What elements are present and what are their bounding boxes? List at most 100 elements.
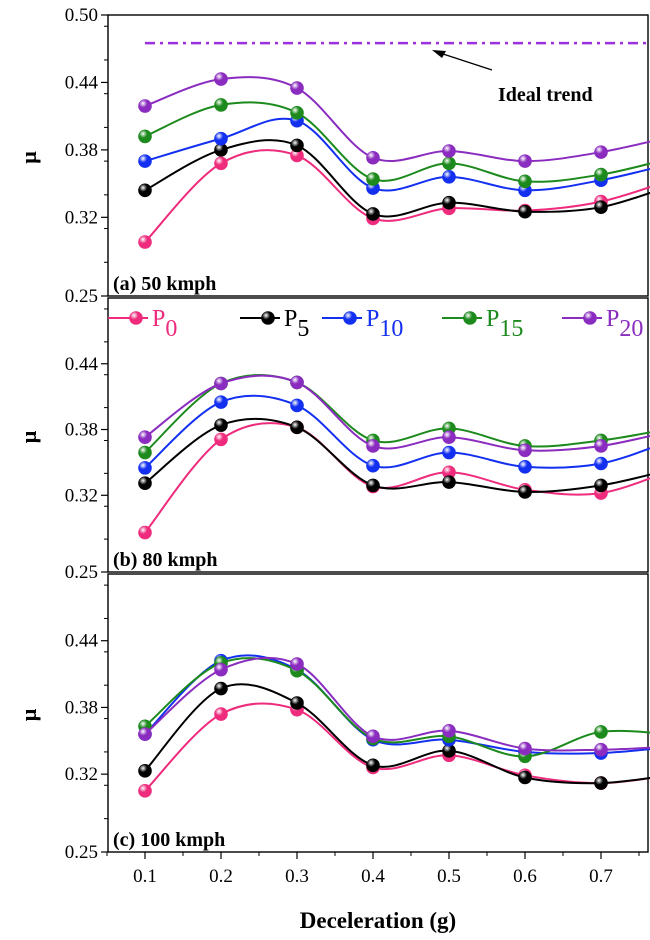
panel-title: (a) 50 kmph: [113, 273, 216, 295]
panel-frame: [107, 14, 649, 297]
data-point-p0: [214, 432, 228, 447]
series-p10: [138, 113, 650, 198]
data-point-p20: [518, 741, 532, 756]
y-tick-label: 0.32: [65, 207, 98, 228]
data-point-p0: [214, 156, 228, 171]
annotation-arrow: [439, 52, 493, 71]
series-p20: [138, 656, 650, 757]
data-point-p0: [214, 707, 228, 721]
panel-frame: [107, 573, 649, 853]
panel-title: (b) 80 kmph: [113, 549, 217, 571]
data-point-p10: [138, 461, 152, 475]
panel-2: 0.25 0.32 0.38 0.44 μ (b) 80 kmph: [16, 297, 650, 583]
data-point-p20: [290, 375, 304, 390]
data-point-p5: [366, 758, 380, 773]
y-tick-label: 0.38: [65, 140, 98, 161]
legend-item-p20: P20: [562, 306, 643, 342]
data-point-p20: [518, 443, 532, 458]
data-point-p0: [138, 235, 152, 249]
data-point-p5: [138, 476, 152, 491]
legend-marker: [583, 311, 597, 325]
x-tick-label: 0.1: [133, 866, 157, 887]
y-tick-label: 0.38: [65, 420, 98, 441]
data-point-p5: [290, 696, 304, 710]
data-point-p20: [366, 729, 380, 744]
data-point-p20: [138, 430, 152, 444]
data-point-p15: [138, 445, 152, 460]
data-point-p15: [442, 156, 456, 171]
data-point-p10: [138, 154, 152, 168]
x-tick-label: 0.4: [361, 866, 385, 887]
data-point-p0: [138, 784, 152, 798]
series-p20: [138, 374, 650, 458]
x-axis-label: Deceleration (g): [300, 908, 456, 933]
data-point-p5: [518, 204, 532, 219]
series-p15: [138, 98, 650, 189]
series-p5: [138, 681, 650, 790]
data-point-p20: [138, 727, 152, 741]
legend: P0 P5 P10 P15 P20: [108, 306, 643, 342]
y-axis-label: μ: [16, 708, 41, 721]
data-point-p10: [442, 170, 456, 184]
y-tick-label: 0.25: [65, 286, 98, 307]
legend-marker: [463, 311, 477, 325]
data-point-p15: [214, 98, 228, 112]
y-tick-label: 0.25: [65, 562, 98, 583]
series-p15: [138, 374, 650, 460]
data-point-p5: [442, 195, 456, 210]
y-tick-label: 0.32: [65, 485, 98, 506]
legend-label: P5: [284, 306, 309, 342]
panel-frame: [107, 297, 649, 573]
x-tick-label: 0.6: [513, 866, 537, 887]
series-p0: [138, 148, 650, 249]
data-point-p5: [442, 475, 456, 489]
data-point-p20: [518, 154, 532, 168]
y-tick-label: 0.25: [65, 842, 98, 863]
series-line-p10: [144, 117, 650, 192]
legend-marker: [261, 311, 275, 325]
ideal-trend-annotation: Ideal trend: [498, 84, 593, 106]
data-point-p5: [518, 770, 532, 785]
legend-label: P15: [486, 306, 523, 342]
panel-3: 0.25 0.32 0.38 0.44 μ (c) 100 kmph: [16, 573, 650, 863]
data-point-p15: [594, 725, 608, 739]
legend-item-p0: P0: [108, 306, 177, 342]
data-point-p10: [214, 131, 228, 146]
panel-1: 0.25 0.32 0.38 0.44 0.50 μ (a) 50 kmph Ideal tr…: [16, 5, 650, 307]
series-p20: [138, 72, 650, 168]
data-point-p5: [138, 183, 152, 198]
series-p10: [138, 394, 650, 475]
y-tick-label: 0.32: [65, 764, 98, 785]
data-point-p10: [518, 459, 532, 474]
data-point-p20: [214, 72, 228, 86]
y-tick-label: 0.38: [65, 697, 98, 718]
legend-label: P10: [366, 306, 403, 342]
y-tick-label: 0.44: [65, 631, 99, 652]
data-point-p20: [214, 376, 228, 391]
y-axis-label: μ: [16, 430, 41, 443]
legend-item-p10: P10: [322, 306, 403, 342]
legend-label: P0: [152, 306, 177, 342]
y-tick-label: 0.50: [65, 5, 98, 26]
legend-item-p5: P5: [240, 306, 309, 342]
data-point-p5: [594, 478, 608, 493]
data-point-p5: [366, 478, 380, 493]
data-point-p15: [366, 172, 380, 186]
data-point-p10: [594, 456, 608, 471]
data-point-p20: [214, 662, 228, 677]
annotation-arrowhead: [432, 50, 446, 58]
series-p5: [138, 138, 650, 221]
chart-panels: 0.25 0.32 0.38 0.44 0.50 μ (a) 50 kmph Ideal tr…: [16, 5, 650, 863]
data-point-p10: [214, 395, 228, 409]
x-tick-label: 0.7: [589, 866, 613, 887]
data-point-p20: [366, 150, 380, 165]
data-point-p20: [442, 723, 456, 738]
data-point-p5: [366, 207, 380, 221]
data-point-p10: [366, 458, 380, 473]
x-tick-label: 0.5: [437, 866, 461, 887]
legend-marker: [129, 311, 143, 325]
data-point-p15: [290, 105, 304, 120]
series-p0: [138, 420, 650, 540]
data-point-p20: [442, 430, 456, 444]
x-tick-label: 0.2: [209, 866, 233, 887]
